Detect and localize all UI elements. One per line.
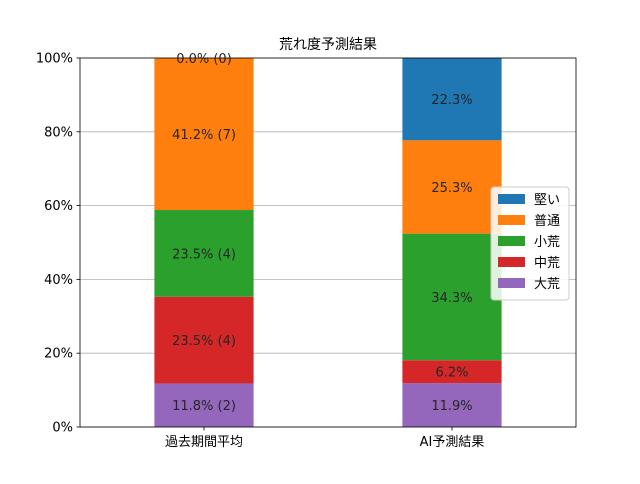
data-label: 23.5% (4) [172,247,236,262]
data-label: 22.3% [431,93,472,108]
data-label: 0.0% (0) [176,52,232,67]
y-tick-label: 0% [52,421,73,436]
data-label: 23.5% (4) [172,334,236,349]
y-tick-label: 40% [44,273,73,288]
y-tick-label: 80% [44,125,73,140]
y-tick-label: 60% [44,199,73,214]
legend-swatch [498,278,525,288]
y-tick-label: 20% [44,347,73,362]
legend-label: 普通 [534,214,560,229]
chart-title: 荒れ度予測結果 [279,37,377,53]
data-label: 6.2% [435,366,468,381]
bar-segment [402,233,502,361]
legend-swatch [498,257,525,267]
bar-segments [154,58,502,427]
legend-label: 中荒 [534,256,560,271]
legend-label: 大荒 [534,277,560,292]
bar-segment [402,383,502,427]
data-label: 11.9% [431,399,472,414]
bar-segment [402,360,502,384]
data-label: 11.8% (2) [172,399,236,414]
bar-segment [154,383,254,427]
data-label: 25.3% [431,181,472,196]
bar-segment [402,140,502,234]
x-tick-label: 過去期間平均 [165,435,243,450]
bar-segment [154,58,254,211]
data-label: 41.2% (7) [172,128,236,143]
legend-label: 堅い [534,193,560,208]
bar-segment [154,296,254,384]
data-labels: 11.8% (2) 23.5% (4) 23.5% (4) 41.2% (7) 0.0%… [172,52,473,414]
axes: 0% 20% 40% 60% 80% 100% 過去期間平均 AI予測結果 [36,52,577,450]
legend-swatch [498,194,525,204]
plot-frame [79,57,577,428]
legend-swatch [498,215,525,225]
bar-segment [402,58,502,141]
data-label: 34.3% [431,291,472,306]
bar-segment [154,210,254,297]
x-tick-label: AI予測結果 [420,435,485,450]
y-tick-label: 100% [36,52,73,67]
legend-swatch [498,236,525,246]
legend-label: 小荒 [534,235,560,250]
